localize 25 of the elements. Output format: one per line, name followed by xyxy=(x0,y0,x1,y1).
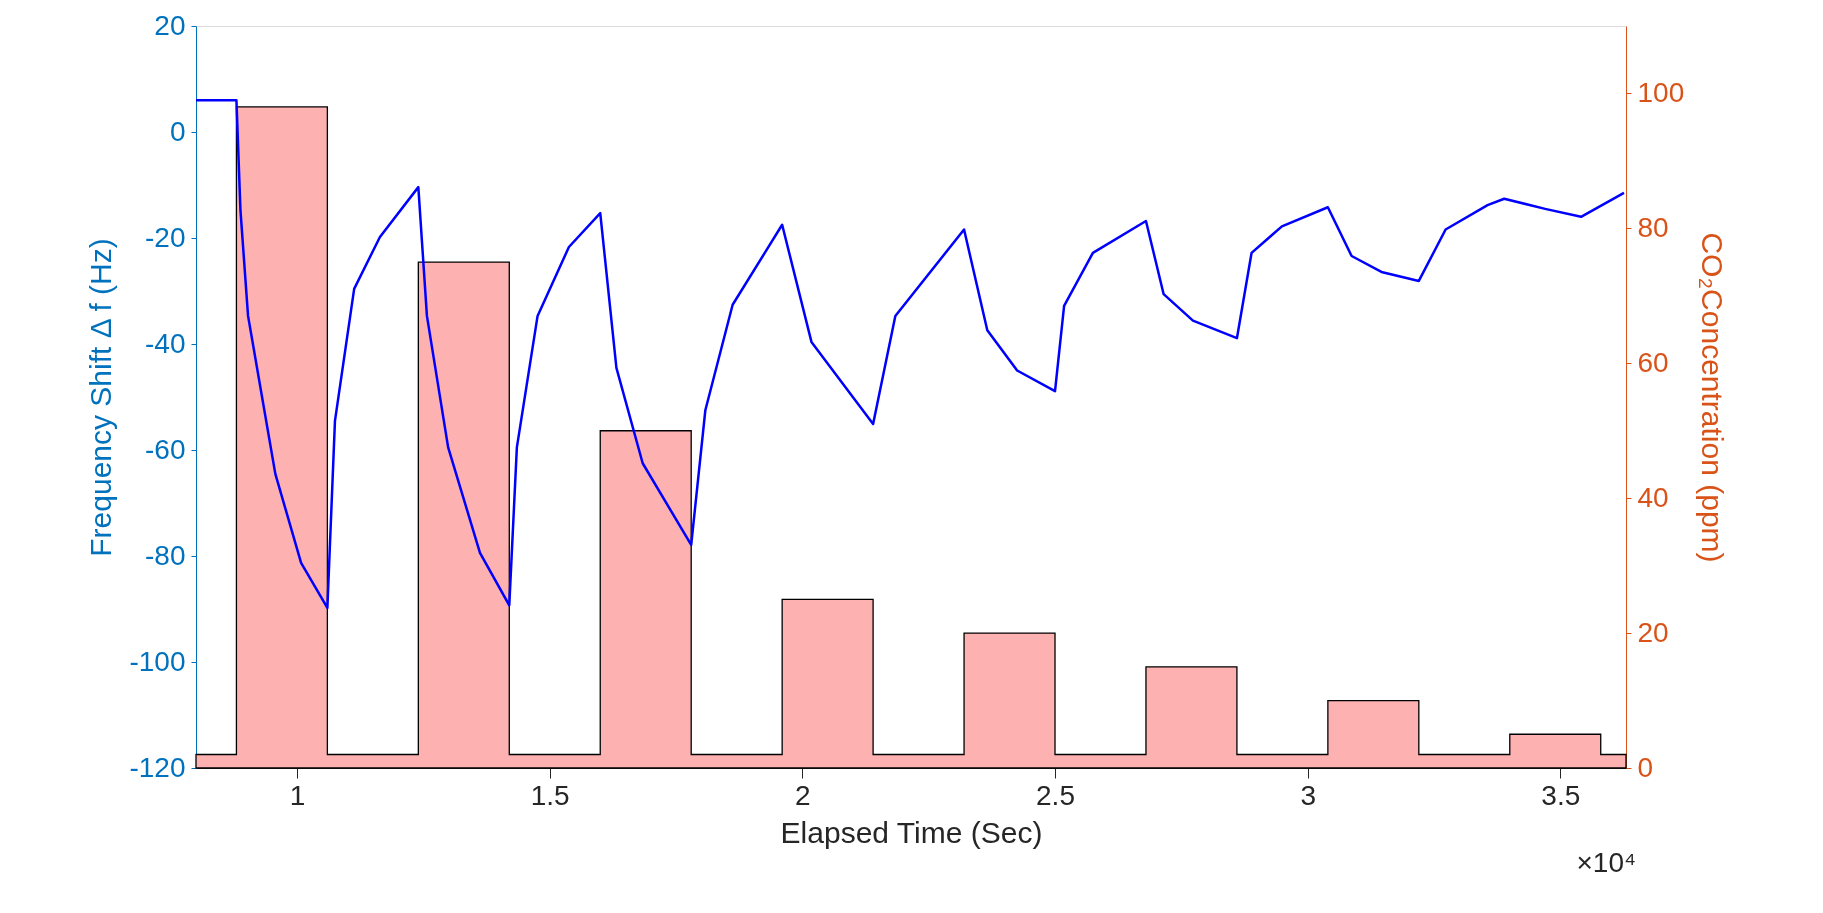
line-series xyxy=(196,98,1626,610)
y-tick-label: -80 xyxy=(145,539,186,571)
y2-tick-label: 100 xyxy=(1637,76,1685,108)
y-tick-label: 0 xyxy=(169,115,186,147)
y-tick-label: -60 xyxy=(145,433,186,465)
y-tick-label: -120 xyxy=(129,751,186,783)
x-tick-label: 1 xyxy=(289,779,306,811)
y2-tick-label: 80 xyxy=(1637,211,1669,243)
y2-tick-label: 0 xyxy=(1637,751,1654,783)
x-tick-label: 3.5 xyxy=(1541,779,1581,811)
text: ×10⁴ xyxy=(1576,847,1636,878)
y-tick-label: -20 xyxy=(145,221,186,253)
x-axis-title: Elapsed Time (Sec) xyxy=(780,815,1043,849)
y-tick-label: 20 xyxy=(154,9,186,41)
y2-tick-label: 40 xyxy=(1637,481,1669,513)
x-tick-label: 2.5 xyxy=(1036,779,1075,811)
x-tick-label: 1.5 xyxy=(530,779,570,811)
x-tick-label: 3 xyxy=(1300,779,1316,811)
y-axis-title: Frequency Shift Δ f (Hz) xyxy=(84,238,118,557)
x-tick-label: 2 xyxy=(795,779,811,811)
y2-tick-label: 60 xyxy=(1637,346,1669,378)
y2-tick-label: 20 xyxy=(1637,616,1669,648)
y-tick-label: -100 xyxy=(129,645,186,677)
y-tick-label: -40 xyxy=(145,327,186,359)
y2-axis-title: CO₂Concentration (ppm) xyxy=(1696,232,1730,563)
